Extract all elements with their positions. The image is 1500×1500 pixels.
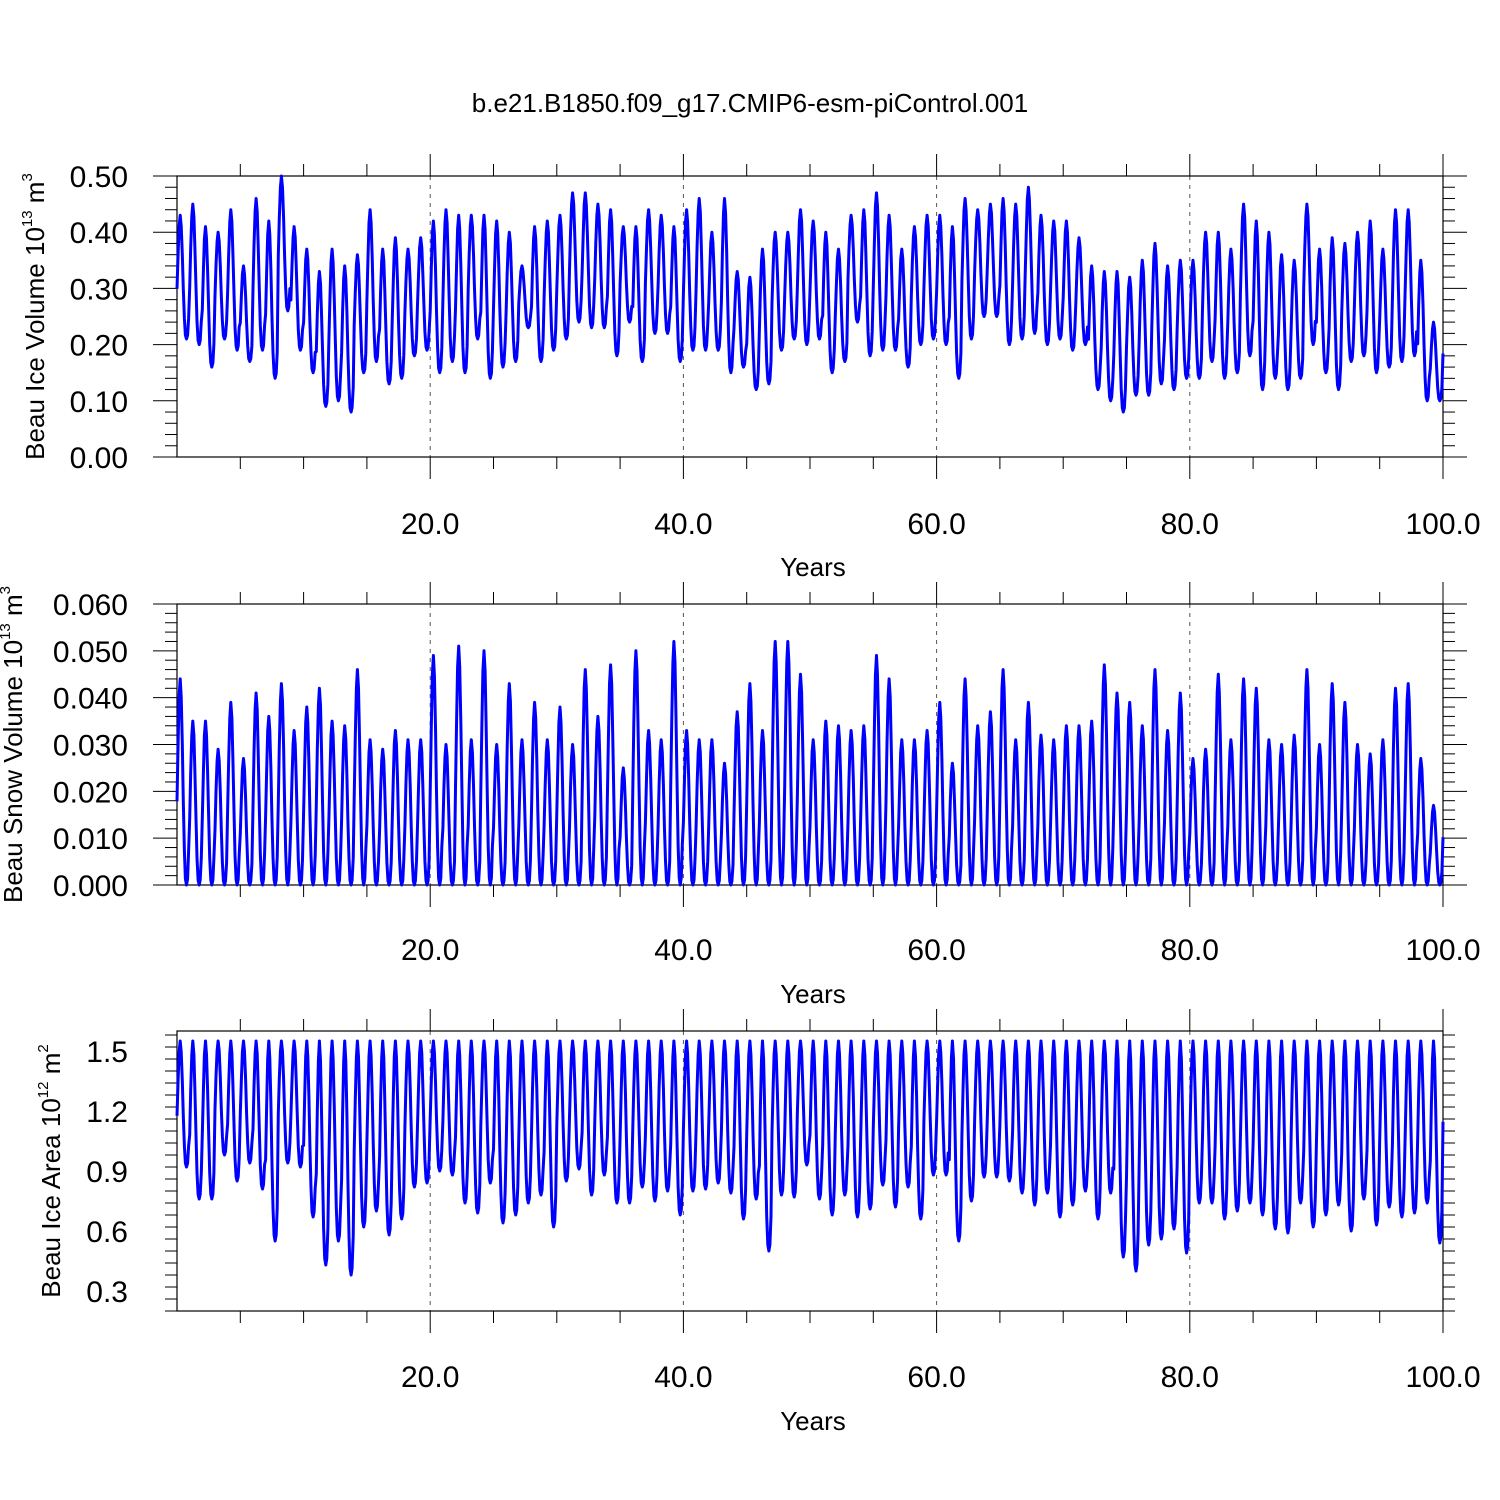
x-tick-label: 20.0 xyxy=(401,508,459,541)
series-line xyxy=(175,174,1445,414)
y-tick-label: 0.30 xyxy=(70,273,128,306)
y-axis-title-exponent: 12 xyxy=(35,1082,52,1099)
figure-title: b.e21.B1850.f09_g17.CMIP6-esm-piControl.… xyxy=(472,88,1028,118)
y-tick-label: 0.50 xyxy=(70,161,128,194)
x-tick-label: 60.0 xyxy=(907,508,965,541)
x-tick-label: 40.0 xyxy=(654,934,712,967)
panel-snow-volume: 20.0 40.0 60.0 80.0 100.0 0.000 0.010 0.020 0.03… xyxy=(0,582,1481,1009)
y-tick-label: 0.020 xyxy=(53,776,128,809)
y-axis-title-exponent: 13 xyxy=(0,623,14,640)
y-axis-title: Beau Ice Area 1012 m2 xyxy=(35,1044,66,1297)
y-axis-title-unit: m xyxy=(0,594,28,623)
y-tick-label: 0.010 xyxy=(53,823,128,856)
y-axis-title-unit-exponent: 3 xyxy=(19,173,36,181)
x-tick-label: 60.0 xyxy=(907,934,965,967)
series-line xyxy=(175,1039,1445,1277)
y-axis-title-exponent: 13 xyxy=(19,210,36,227)
x-tick-label: 40.0 xyxy=(654,1361,712,1394)
y-tick-label: 1.2 xyxy=(86,1096,128,1129)
panel-ice-volume: 20.0 40.0 60.0 80.0 100.0 0.00 0.10 0.20 0.30 0.4… xyxy=(19,154,1481,582)
y-tick-label: 0.040 xyxy=(53,683,128,716)
y-tick-label: 0.6 xyxy=(86,1216,128,1249)
series-line xyxy=(175,640,1445,887)
plot-frame xyxy=(176,175,1444,458)
x-tick-label: 20.0 xyxy=(401,934,459,967)
y-axis-title-unit-exponent: 2 xyxy=(35,1044,52,1052)
x-axis-title: Years xyxy=(780,552,846,582)
y-axis-title: Beau Ice Volume 1013 m3 xyxy=(19,173,50,460)
y-tick-label: 0.20 xyxy=(70,330,128,363)
x-tick-label: 100.0 xyxy=(1405,508,1480,541)
x-tick-label: 80.0 xyxy=(1161,1361,1219,1394)
x-axis-title: Years xyxy=(780,1406,846,1436)
y-tick-label: 0.00 xyxy=(70,442,128,475)
x-tick-label: 40.0 xyxy=(654,508,712,541)
x-tick-label: 80.0 xyxy=(1161,934,1219,967)
x-tick-label: 80.0 xyxy=(1161,508,1219,541)
y-axis-title-text: Beau Snow Volume 10 xyxy=(0,640,28,903)
y-axis-title-text: Beau Ice Area 10 xyxy=(36,1098,66,1297)
y-axis-title: Beau Snow Volume 1013 m3 xyxy=(0,586,28,903)
x-tick-label: 100.0 xyxy=(1405,934,1480,967)
x-tick-label: 20.0 xyxy=(401,1361,459,1394)
y-tick-label: 0.10 xyxy=(70,386,128,419)
y-axis-title-unit-exponent: 3 xyxy=(0,586,14,594)
y-axis-title-text: Beau Ice Volume 10 xyxy=(20,227,50,460)
y-tick-label: 0.3 xyxy=(86,1276,128,1309)
y-tick-label: 0.060 xyxy=(53,589,128,622)
y-axis-title-unit: m xyxy=(36,1053,66,1082)
x-tick-label: 100.0 xyxy=(1405,1361,1480,1394)
y-tick-label: 1.5 xyxy=(86,1036,128,1069)
y-tick-label: 0.050 xyxy=(53,636,128,669)
x-axis-title: Years xyxy=(780,979,846,1009)
x-tick-label: 60.0 xyxy=(907,1361,965,1394)
y-tick-label: 0.000 xyxy=(53,870,128,903)
y-tick-label: 0.40 xyxy=(70,217,128,250)
y-axis-title-unit: m xyxy=(20,182,50,211)
y-tick-label: 0.030 xyxy=(53,730,128,763)
panel-ice-area: 20.0 40.0 60.0 80.0 100.0 0.3 0.6 0.9 1.2 1.5 Year… xyxy=(35,1009,1481,1436)
y-tick-label: 0.9 xyxy=(86,1156,128,1189)
